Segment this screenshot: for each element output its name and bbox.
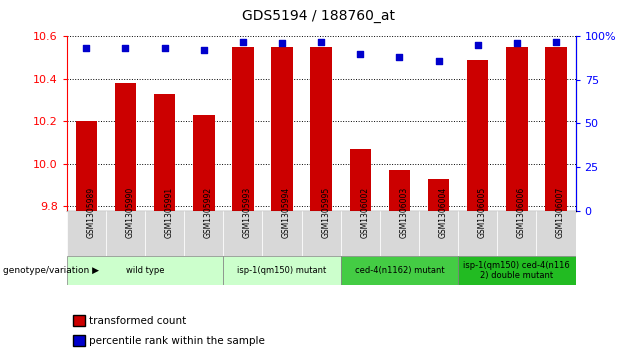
Bar [310,47,332,211]
Bar [193,115,214,211]
Point [120,46,130,52]
Bar [263,211,301,256]
Bar [350,149,371,211]
Text: GSM1305990: GSM1305990 [125,187,134,238]
Bar [506,47,528,211]
Bar [428,179,450,211]
Bar [272,47,293,211]
Text: GSM1305991: GSM1305991 [165,187,174,238]
Text: GSM1305995: GSM1305995 [321,187,330,238]
Bar [114,83,136,211]
Bar [106,211,145,256]
Point [160,46,170,52]
Bar [67,256,223,285]
Text: GSM1306002: GSM1306002 [361,187,370,238]
Bar [67,211,106,256]
Point [81,46,92,52]
Bar [389,170,410,211]
Text: GSM1305992: GSM1305992 [204,187,213,238]
Text: transformed count: transformed count [89,316,186,326]
Bar [545,47,567,211]
Point [316,38,326,44]
Point [356,51,366,57]
Bar [458,256,576,285]
Bar [419,211,458,256]
Text: GSM1306006: GSM1306006 [517,187,526,238]
Bar [380,211,419,256]
Point [473,42,483,48]
Text: GDS5194 / 188760_at: GDS5194 / 188760_at [242,9,394,23]
Bar [458,211,497,256]
Bar [467,60,488,211]
Bar [341,256,458,285]
Text: percentile rank within the sample: percentile rank within the sample [89,336,265,346]
Bar [301,211,341,256]
Text: isp-1(qm150) ced-4(n116
2) double mutant: isp-1(qm150) ced-4(n116 2) double mutant [464,261,570,280]
Text: GSM1305993: GSM1305993 [243,187,252,238]
Point [238,38,248,44]
Point [512,40,522,46]
Text: genotype/variation ▶: genotype/variation ▶ [3,266,99,275]
Point [198,47,209,53]
Bar [536,211,576,256]
Bar [223,211,263,256]
Bar [154,94,176,211]
Text: isp-1(qm150) mutant: isp-1(qm150) mutant [237,266,327,275]
Text: GSM1305989: GSM1305989 [86,187,95,238]
Text: ced-4(n1162) mutant: ced-4(n1162) mutant [355,266,445,275]
Bar [223,256,341,285]
Point [394,54,404,60]
Text: GSM1306005: GSM1306005 [478,187,487,238]
Bar [232,47,254,211]
Text: GSM1306003: GSM1306003 [399,187,408,238]
Bar [184,211,223,256]
Text: GSM1306004: GSM1306004 [439,187,448,238]
Bar [76,121,97,211]
Text: GSM1306007: GSM1306007 [556,187,565,238]
Text: GSM1305994: GSM1305994 [282,187,291,238]
Point [277,40,287,46]
Point [551,38,561,44]
Bar [497,211,536,256]
Point [434,58,444,64]
Bar [145,211,184,256]
Text: wild type: wild type [126,266,164,275]
Bar [341,211,380,256]
